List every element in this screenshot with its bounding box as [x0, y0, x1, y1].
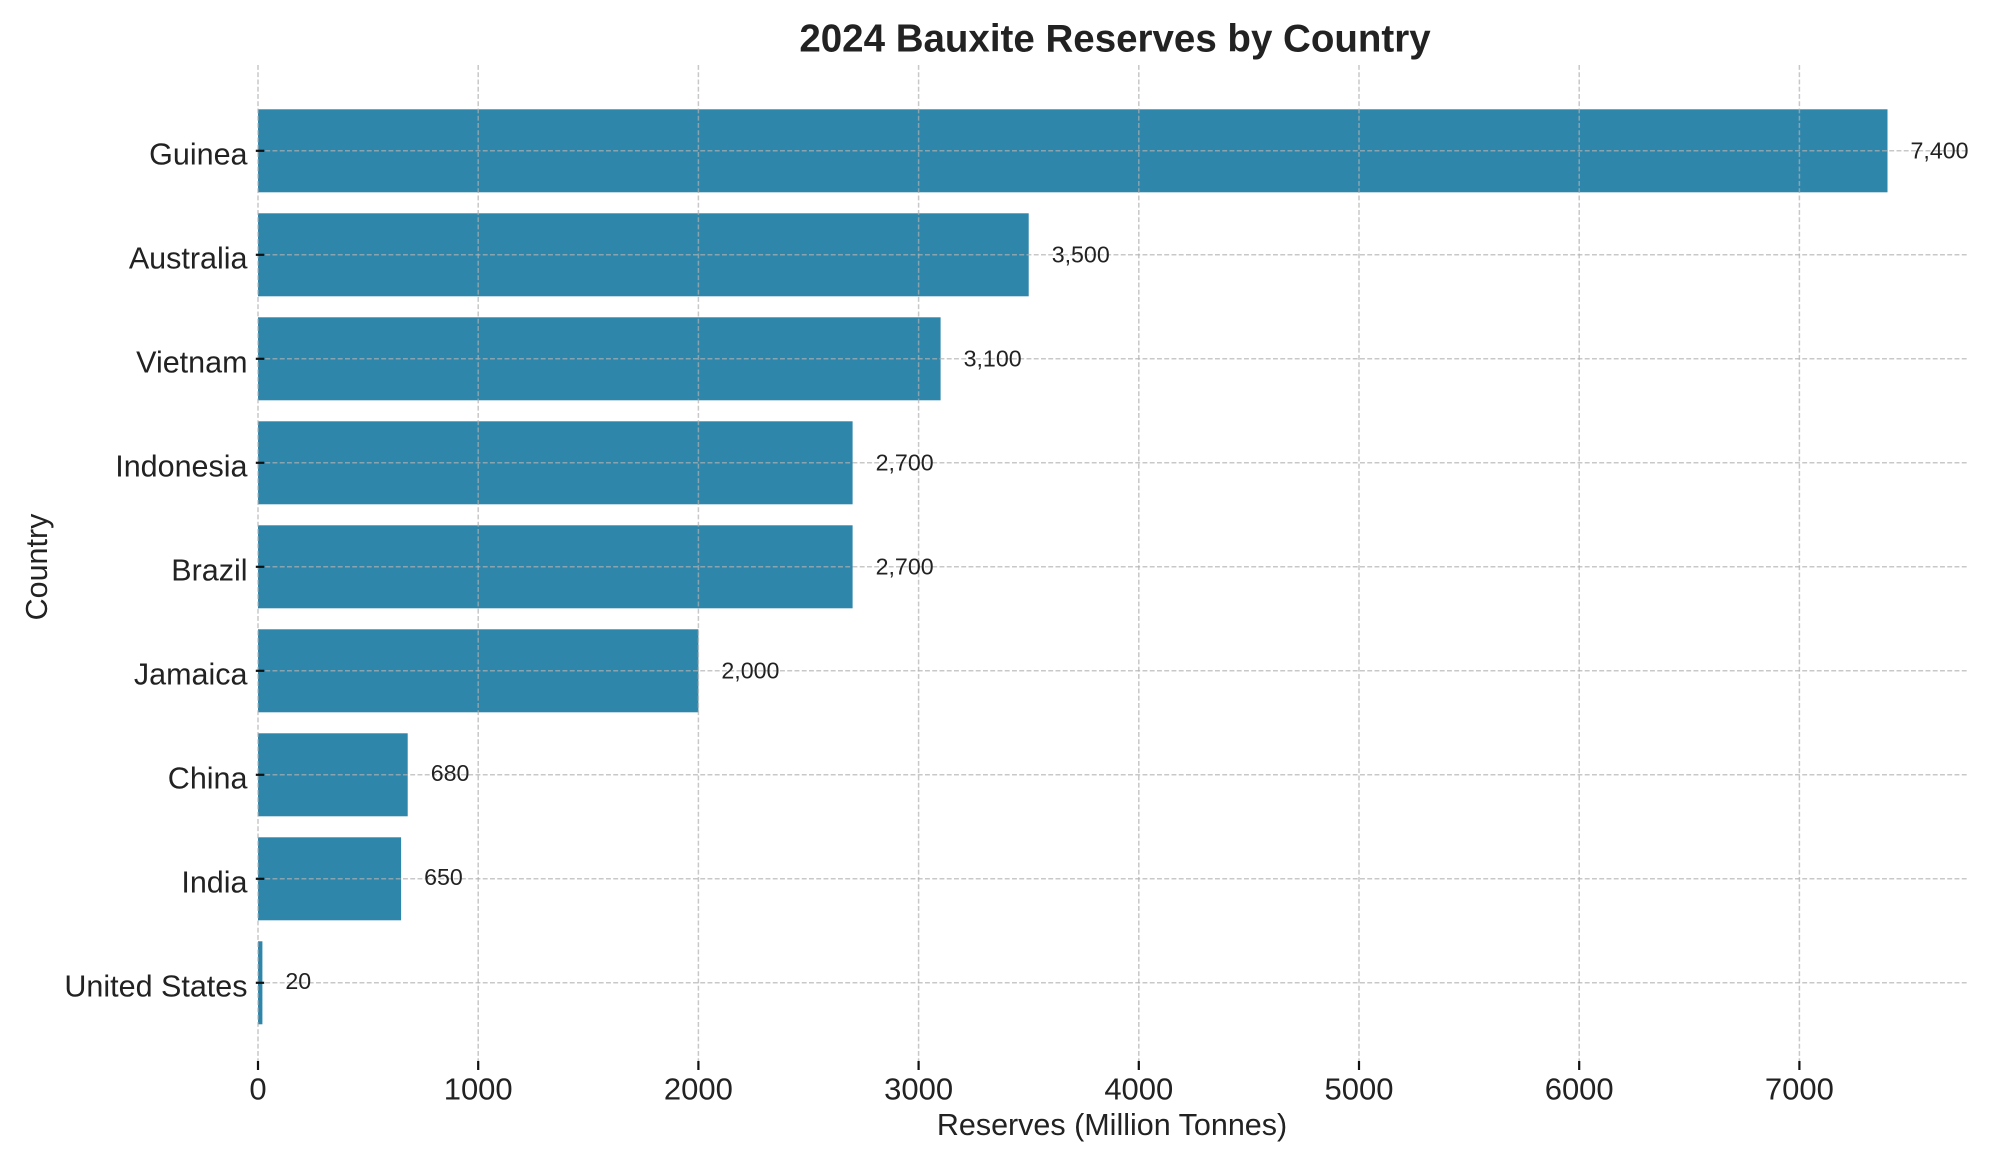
- svg-text:Country: Country: [20, 513, 54, 621]
- svg-text:650: 650: [424, 864, 463, 890]
- svg-text:United States: United States: [64, 970, 247, 1004]
- svg-text:7000: 7000: [1765, 1072, 1834, 1107]
- svg-text:6000: 6000: [1545, 1072, 1614, 1107]
- svg-text:2000: 2000: [664, 1072, 733, 1107]
- svg-text:Guinea: Guinea: [149, 138, 247, 172]
- svg-text:China: China: [168, 762, 248, 796]
- svg-text:1000: 1000: [444, 1072, 513, 1107]
- svg-text:Jamaica: Jamaica: [134, 658, 248, 692]
- svg-text:India: India: [181, 866, 247, 900]
- svg-text:2,700: 2,700: [876, 449, 934, 475]
- svg-text:5000: 5000: [1325, 1072, 1394, 1107]
- svg-text:3,100: 3,100: [964, 345, 1022, 371]
- svg-text:7,400: 7,400: [1911, 137, 1969, 163]
- svg-text:Reserves (Million Tonnes): Reserves (Million Tonnes): [937, 1108, 1287, 1142]
- svg-text:Vietnam: Vietnam: [136, 346, 247, 380]
- svg-text:2,700: 2,700: [876, 553, 934, 579]
- svg-text:Australia: Australia: [129, 242, 248, 276]
- svg-text:20: 20: [285, 968, 311, 994]
- svg-text:4000: 4000: [1104, 1072, 1173, 1107]
- svg-text:0: 0: [249, 1072, 266, 1107]
- svg-text:Brazil: Brazil: [171, 554, 247, 588]
- svg-text:2,000: 2,000: [721, 657, 779, 683]
- svg-text:2024 Bauxite Reserves by Count: 2024 Bauxite Reserves by Country: [799, 18, 1431, 61]
- svg-text:3,500: 3,500: [1052, 241, 1110, 267]
- svg-text:680: 680: [431, 760, 470, 786]
- svg-text:Indonesia: Indonesia: [115, 450, 247, 484]
- svg-text:3000: 3000: [884, 1072, 953, 1107]
